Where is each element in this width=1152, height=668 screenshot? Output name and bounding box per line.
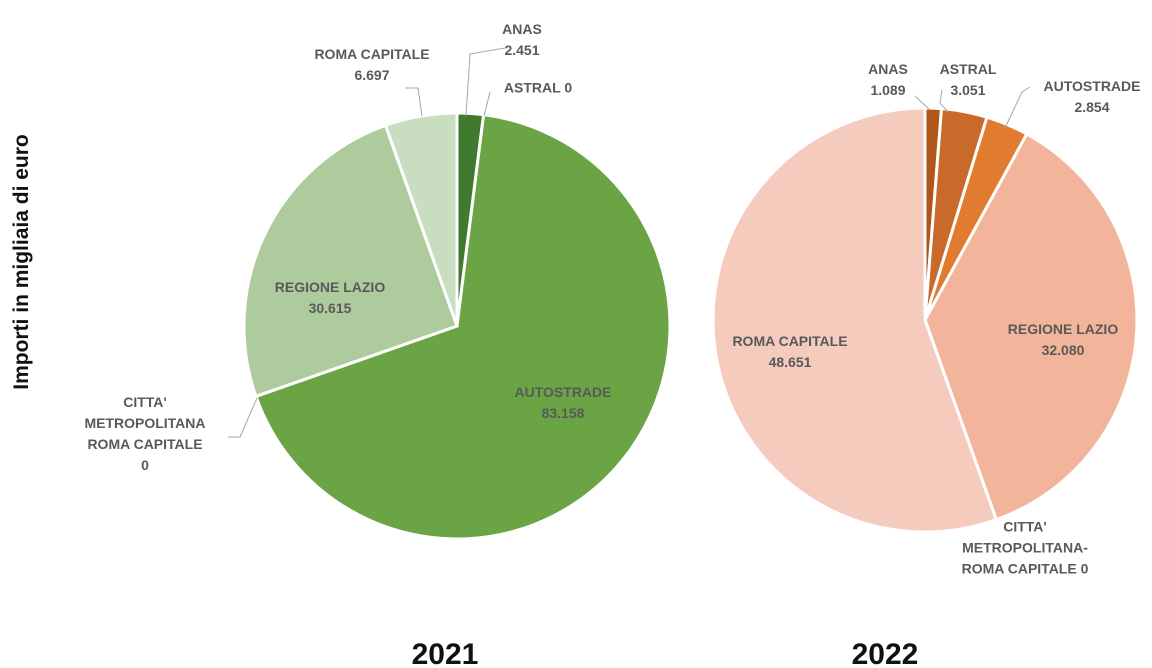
category-label: REGIONE LAZIO	[1007, 321, 1119, 337]
pie-slice	[254, 112, 672, 541]
value-label: 48.651	[768, 354, 812, 370]
slice-label: AUTOSTRADE 2.854	[1032, 76, 1152, 118]
leader-line	[405, 87, 423, 117]
value-label: 2.451	[504, 42, 540, 58]
value-label: 2.854	[1074, 99, 1110, 115]
value-label: 1.089	[870, 82, 906, 98]
slice-label: REGIONE LAZIO 30.615	[250, 277, 410, 319]
category-label: ANAS	[502, 21, 542, 37]
category-label: ROMA CAPITALE	[314, 46, 430, 62]
category-label: AUTOSTRADE	[514, 384, 612, 400]
slice-label: ASTRAL 0	[483, 78, 593, 99]
leader-line	[1004, 86, 1031, 129]
slice-label: ROMA CAPITALE 6.697	[287, 44, 457, 86]
category-label: AUTOSTRADE	[1043, 78, 1141, 94]
chart-title: 2021	[411, 638, 479, 668]
pie-slice	[711, 106, 999, 534]
value-label: 0	[564, 79, 573, 96]
leader-line	[939, 89, 949, 113]
leader-line	[228, 397, 258, 438]
value-label: 83.158	[541, 405, 585, 421]
slice-label: AUTOSTRADE 83.158	[493, 382, 633, 424]
category-label: ROMA CAPITALE	[732, 333, 848, 349]
category-label: ASTRAL	[939, 61, 997, 77]
category-label: ANAS	[868, 61, 908, 77]
value-label: 3.051	[950, 82, 986, 98]
y-axis-label: Importi in migliaia di euro	[10, 134, 33, 390]
category-label: REGIONE LAZIO	[274, 279, 386, 295]
value-label: 0	[141, 457, 149, 473]
slice-label: CITTA' METROPOLITANA ROMA CAPITALE 0	[63, 392, 228, 476]
value-label: 32.080	[1041, 342, 1085, 358]
value-label: 6.697	[354, 67, 390, 83]
slice-label: ASTRAL 3.051	[928, 59, 1008, 101]
slice-label: REGIONE LAZIO 32.080	[988, 319, 1138, 361]
leader-line	[465, 47, 506, 117]
value-label: 30.615	[308, 300, 352, 316]
slice-label: ANAS 2.451	[482, 19, 562, 61]
value-label: 0	[1080, 560, 1089, 577]
pie-slice	[923, 132, 1139, 522]
category-label: ASTRAL	[503, 79, 561, 96]
slice-label: ANAS 1.089	[853, 59, 923, 101]
pie-slice	[242, 123, 459, 399]
slice-label: ROMA CAPITALE 48.651	[715, 331, 865, 373]
leader-line	[483, 91, 491, 117]
category-label: CITTA' METROPOLITANA ROMA CAPITALE	[84, 394, 206, 452]
category-label: CITTA' METROPOLITANA-ROMA CAPITALE	[961, 518, 1088, 577]
leader-line	[914, 95, 931, 111]
chart-title: 2022	[851, 638, 919, 668]
slice-label: CITTA' METROPOLITANA-ROMA CAPITALE 0	[950, 517, 1100, 580]
pie-slice	[383, 111, 459, 327]
